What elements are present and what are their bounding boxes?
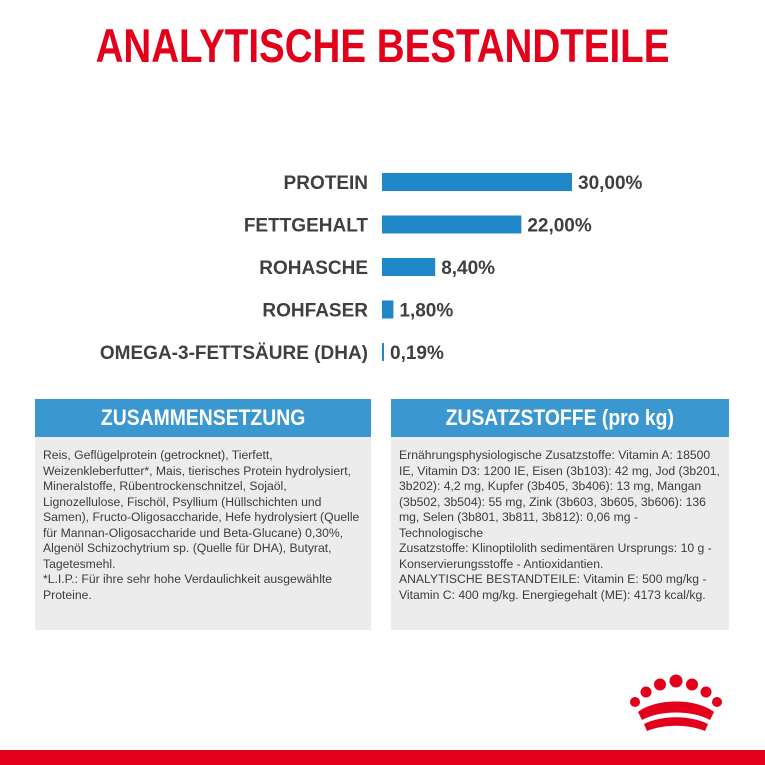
bar [382, 173, 572, 191]
bar [382, 343, 384, 361]
value-label: 1,80% [399, 301, 453, 322]
bar [382, 258, 436, 276]
page-title: ANALYTISCHE BESTANDTEILE [95, 19, 670, 72]
category-label: ROHASCHE [259, 258, 368, 279]
additives-panel: Ernährungsphysiologische Zusatzstoffe: V… [391, 437, 729, 630]
nutrient-bar-chart: PROTEIN 30,00% FETTGEHALT 22,00% ROHASCHE 8,4… [100, 173, 643, 364]
composition-text: Reis, Geflügelprotein (getrocknet), Tier… [43, 448, 360, 602]
composition-heading-label: ZUSAMMENSETZUNG [100, 405, 306, 430]
composition-panel: Reis, Geflügelprotein (getrocknet), Tier… [35, 437, 371, 630]
category-label: ROHFASER [262, 301, 368, 322]
value-label: 0,19% [390, 343, 444, 364]
additives-text: Ernährungsphysiologische Zusatzstoffe: V… [399, 448, 720, 602]
additives-heading: ZUSATZSTOFFE (pro kg) [391, 399, 729, 437]
value-label: 8,40% [441, 258, 495, 279]
additives-heading-label: ZUSATZSTOFFE (pro kg) [445, 405, 675, 430]
bar [382, 215, 522, 234]
value-label: 30,00% [578, 173, 643, 194]
category-label: OMEGA-3-FETTSÄURE (DHA) [100, 343, 368, 364]
value-label: 22,00% [527, 216, 592, 237]
composition-heading: ZUSAMMENSETZUNG [35, 399, 371, 437]
category-label: FETTGEHALT [244, 216, 369, 237]
bar [382, 300, 394, 319]
category-label: PROTEIN [284, 173, 368, 194]
bottom-brand-bar [0, 750, 765, 765]
crown-logo-icon [630, 674, 722, 731]
